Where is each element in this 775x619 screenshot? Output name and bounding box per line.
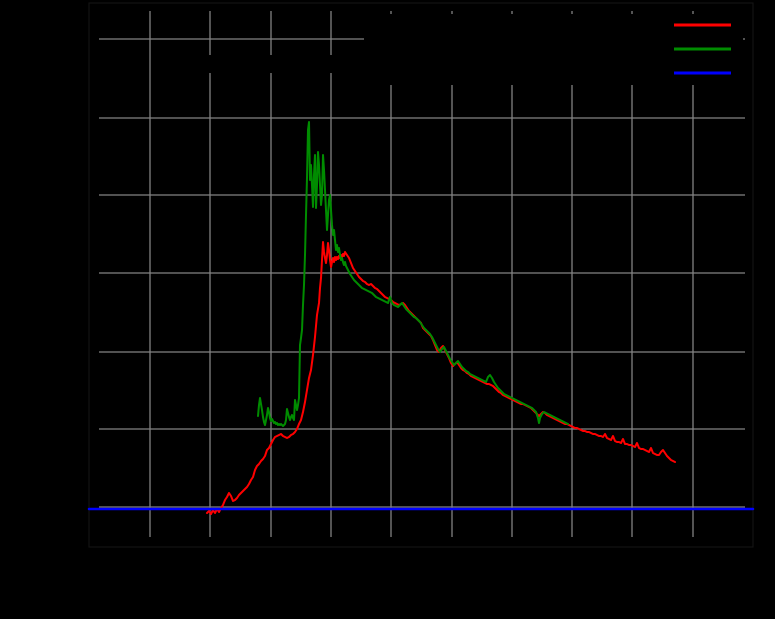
grid-layer [99, 11, 745, 537]
invisible-text-notch [326, 55, 337, 73]
invisible-text-notch [205, 55, 216, 73]
legend-erase-and-text-notch-layer [205, 14, 743, 85]
legend-layer [674, 23, 731, 75]
series-layer [87, 121, 755, 515]
plot-border [88, 2, 754, 548]
plot-border-layer [88, 2, 754, 548]
red-curve-line [206, 241, 676, 515]
invisible-text-notch [266, 55, 277, 73]
green-curve-line [257, 121, 569, 427]
